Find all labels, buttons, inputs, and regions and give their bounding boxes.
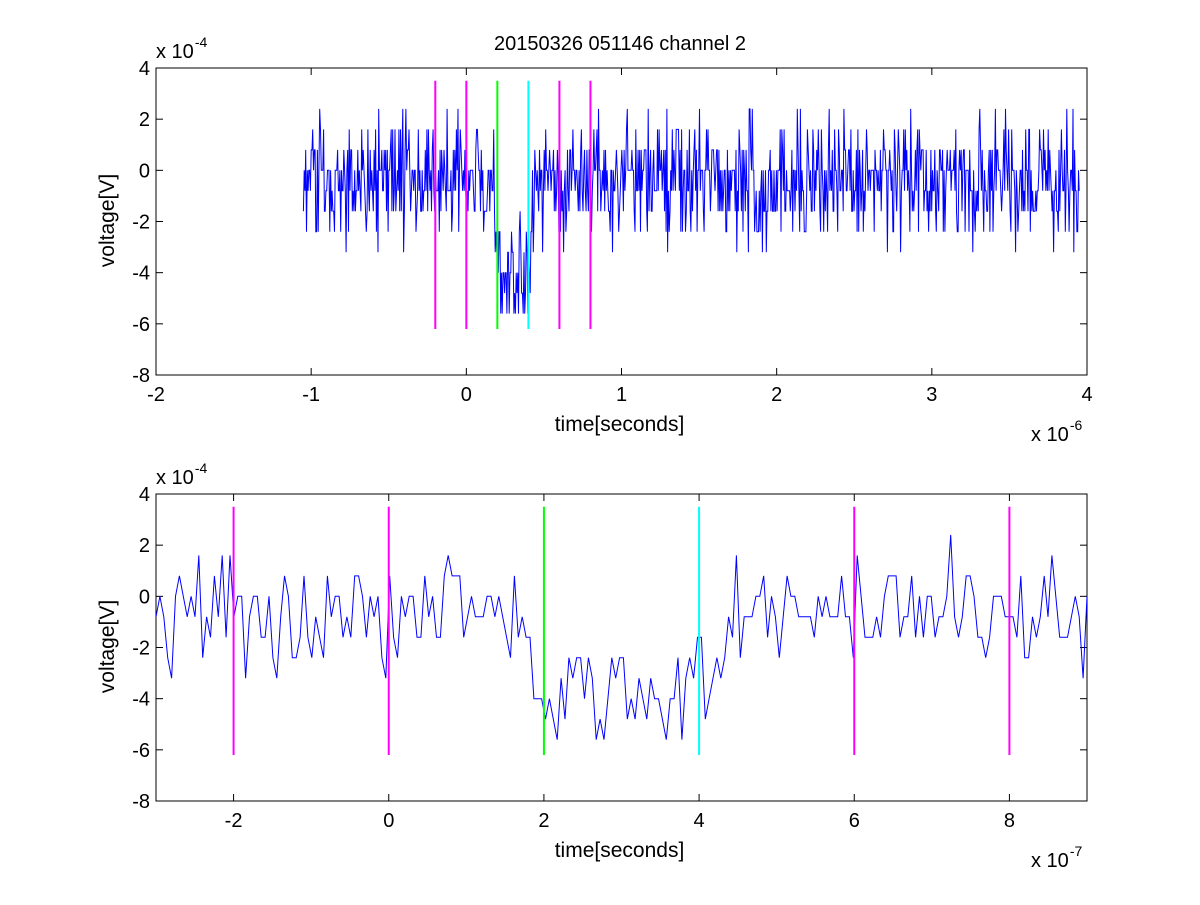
y-tick-label: 4 [139,58,150,80]
y-exponent-label: x 10 [156,467,194,489]
x-tick-label: -2 [225,810,243,832]
y-tick-label: 0 [139,586,150,608]
x-tick-label: 4 [1081,384,1092,406]
x-exponent-power: -7 [1070,843,1083,859]
y-exponent-power: -4 [195,460,208,476]
x-tick-label: 0 [383,810,394,832]
y-tick-label: -4 [132,263,150,285]
y-tick-label: -2 [132,212,150,234]
axes-box [155,67,1088,376]
y-tick-label: 2 [139,109,150,131]
axes-box [155,493,1088,802]
y-tick-label: -6 [132,314,150,336]
axes-top: -8 -6 -4 -2 0 2 4 -2 -1 0 1 2 3 4 time[seconds] voltage… [96,34,1093,446]
y-exponent-label: x 10 [156,41,194,63]
signal-trace [302,108,1080,314]
signal-trace [156,534,1087,740]
y-tick-label: -4 [132,689,150,711]
y-tick-label: 4 [139,484,150,506]
y-tick-label: -2 [132,638,150,660]
y-tick-label: -8 [132,791,150,813]
x-tick-label: 2 [771,384,782,406]
y-tick-label: 2 [139,535,150,557]
x-exponent-label: x 10 [1031,850,1069,872]
x-tick-label: 4 [694,810,705,832]
y-axis-label: voltage[V] [96,174,119,267]
x-tick-label: 2 [538,810,549,832]
x-tick-label: 1 [616,384,627,406]
x-tick-label: -1 [302,384,320,406]
x-tick-label: -2 [147,384,165,406]
figure-title: 20150326 051146 channel 2 [494,33,746,55]
x-tick-label: 8 [1004,810,1015,832]
x-tick-label: 6 [849,810,860,832]
x-exponent-power: -6 [1070,417,1083,433]
axes-bottom: -8 -6 -4 -2 0 2 4 -2 0 2 4 6 8 time[seconds] voltage[V… [96,460,1088,872]
x-tick-label: 0 [461,384,472,406]
y-tick-label: -6 [132,740,150,762]
x-exponent-label: x 10 [1031,424,1069,446]
y-axis-label: voltage[V] [96,600,119,693]
y-tick-label: 0 [139,160,150,182]
x-axis-label: time[seconds] [555,839,685,862]
x-axis-label: time[seconds] [555,413,685,436]
y-exponent-power: -4 [195,34,208,50]
x-tick-label: 3 [926,384,937,406]
y-tick-label: -8 [132,365,150,387]
